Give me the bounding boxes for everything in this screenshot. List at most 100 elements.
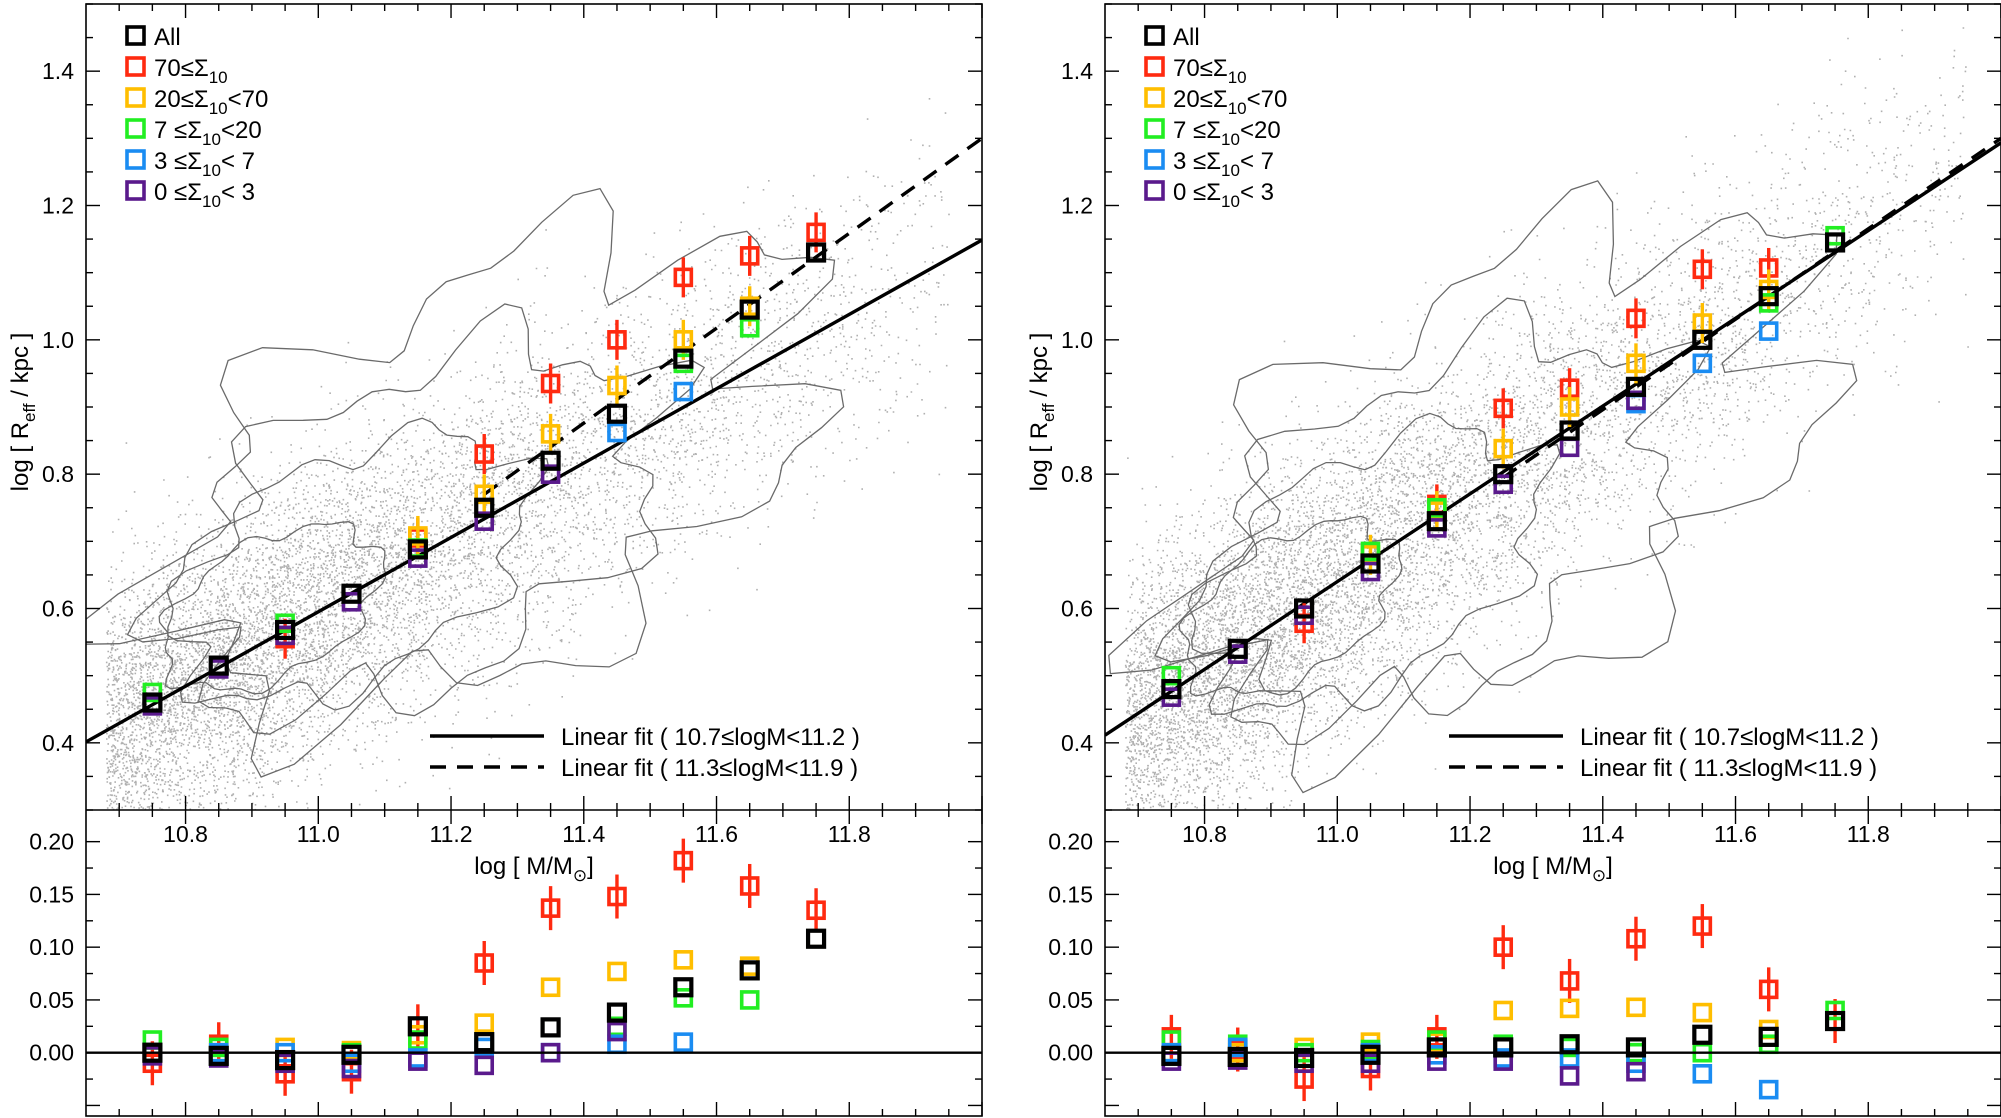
- contour-level-1: [1178, 515, 1403, 697]
- marker-all: [805, 242, 827, 263]
- residual-marker-all: [474, 1032, 495, 1053]
- marker-s70: [1692, 259, 1713, 280]
- x-tick-label: 11.4: [1581, 821, 1624, 847]
- y-tick-label: 1.4: [1061, 58, 1093, 84]
- residual-marker-s20: [1493, 1000, 1514, 1021]
- y-tick-label: 0.4: [42, 730, 74, 756]
- residual-marker-s20: [607, 961, 627, 982]
- legend-swatch-s70: [125, 56, 146, 77]
- marker-s3: [607, 422, 627, 443]
- marker-s3: [1758, 321, 1779, 341]
- x-tick-label: 11.0: [1316, 821, 1359, 847]
- legend-swatch-s3: [1144, 149, 1165, 170]
- contour-level-4: [86, 187, 845, 778]
- residual-marker-all: [1161, 1045, 1182, 1066]
- residual-marker-s3: [1559, 1048, 1580, 1068]
- marker-s70: [607, 330, 627, 350]
- y-tick-label: 0.4: [1061, 730, 1093, 756]
- residual-marker-all: [606, 1002, 628, 1023]
- marker-all: [341, 583, 362, 604]
- residual-marker-s70: [1493, 937, 1514, 957]
- legend-label-s0: 0 ≤Σ10< 3: [1173, 179, 1274, 211]
- residual-marker-s70: [1758, 979, 1779, 1000]
- legend-swatch-s3: [125, 149, 146, 170]
- marker-all: [275, 619, 296, 641]
- axes: 10.8 11.0 11.2 11.4 11.6 11.8 0.4 0.6 0.8 1.0 1.2 1…: [29, 3, 983, 1117]
- residual-marker-s7: [1825, 1000, 1845, 1021]
- legend-swatch-s7: [125, 118, 146, 139]
- marker-all: [474, 497, 495, 518]
- y-tick-label: 0.6: [1061, 596, 1093, 622]
- marker-all: [673, 348, 694, 369]
- fit-legend-dashed-label: Linear fit ( 11.3≤logM<11.9 ): [1580, 755, 1877, 782]
- legend-label-all: All: [154, 24, 181, 51]
- residual-y-tick-label: 0.10: [29, 934, 74, 960]
- residual-marker-s0: [1626, 1061, 1646, 1082]
- scatter-dots: [105, 98, 950, 810]
- x-tick-label: 11.6: [695, 821, 738, 847]
- residual-marker-all: [208, 1045, 229, 1066]
- residual-marker-s70: [806, 900, 826, 921]
- residual-marker-s20: [474, 1013, 495, 1033]
- marker-s70: [739, 246, 760, 266]
- residual-marker-s0: [1559, 1066, 1580, 1086]
- marker-s20: [1559, 397, 1580, 417]
- x-tick-label: 11.2: [430, 821, 473, 847]
- residual-marker-s20: [806, 928, 826, 949]
- residual-marker-all: [805, 928, 827, 949]
- marker-s0: [540, 464, 561, 484]
- x-tick-label: 11.4: [562, 821, 605, 847]
- binned-median-markers: [142, 212, 827, 716]
- marker-s20: [673, 330, 694, 350]
- y-tick-label: 1.0: [1061, 327, 1093, 353]
- residual-marker-all: [1426, 1037, 1447, 1058]
- legend-label-s3: 3 ≤Σ10< 7: [1173, 148, 1274, 180]
- y-tick-label: 0.6: [42, 596, 74, 622]
- density-contours: [86, 187, 845, 778]
- legend-swatch-all: [125, 25, 146, 46]
- residual-marker-s0: [607, 1021, 627, 1042]
- residual-y-tick-label: 0.00: [1048, 1040, 1093, 1066]
- y-tick-label: 1.2: [42, 193, 74, 219]
- residual-marker-all: [1758, 1026, 1779, 1047]
- marker-s20: [540, 424, 561, 444]
- marker-all: [540, 450, 561, 471]
- marker-s20: [474, 484, 495, 505]
- y-tick-label: 0.8: [1061, 461, 1093, 487]
- marker-all: [739, 299, 760, 320]
- x-tick-label: 11.0: [297, 821, 340, 847]
- marker-s7: [1360, 541, 1381, 562]
- residual-marker-s0: [341, 1058, 362, 1079]
- contour-level-2: [166, 417, 550, 711]
- fit-legend: Linear fit ( 10.7≤logM<11.2 ) Linear fit …: [430, 724, 860, 782]
- marker-all: [1161, 678, 1182, 700]
- legend-label-s0: 0 ≤Σ10< 3: [154, 179, 255, 211]
- legend-label-s7: 7 ≤Σ10<20: [1173, 117, 1281, 149]
- legend-label-s20: 20≤Σ10<70: [1173, 86, 1287, 118]
- marker-s7: [1427, 497, 1447, 518]
- marker-s20: [1493, 438, 1514, 459]
- residual-marker-s7: [673, 988, 694, 1008]
- x-axis-label: log [ M/M⊙]: [1493, 853, 1613, 885]
- residual-y-tick-label: 0.15: [29, 881, 74, 907]
- marker-s70: [806, 222, 826, 243]
- marker-s70: [540, 373, 561, 394]
- residual-marker-all: [407, 1016, 428, 1037]
- x-tick-label: 10.8: [1182, 821, 1227, 847]
- marker-s70: [1493, 398, 1514, 419]
- y-tick-label: 1.2: [1061, 193, 1093, 219]
- marker-all: [1227, 638, 1248, 659]
- fit-legend-solid-label: Linear fit ( 10.7≤logM<11.2 ): [1580, 724, 1879, 751]
- legend-label-s70: 70≤Σ10: [154, 55, 228, 87]
- marker-all: [1625, 376, 1647, 397]
- y-axis-label: log [ Reff / kpc ]: [1026, 333, 1058, 492]
- legend-swatch-s0: [125, 180, 146, 201]
- fit-legend: Linear fit ( 10.7≤logM<11.2 ) Linear fit …: [1449, 724, 1879, 782]
- residual-marker-s70: [474, 953, 495, 973]
- residual-marker-s20: [673, 950, 694, 970]
- residual-marker-all: [341, 1044, 362, 1065]
- residual-marker-all: [1360, 1044, 1381, 1065]
- marker-s3: [673, 381, 694, 402]
